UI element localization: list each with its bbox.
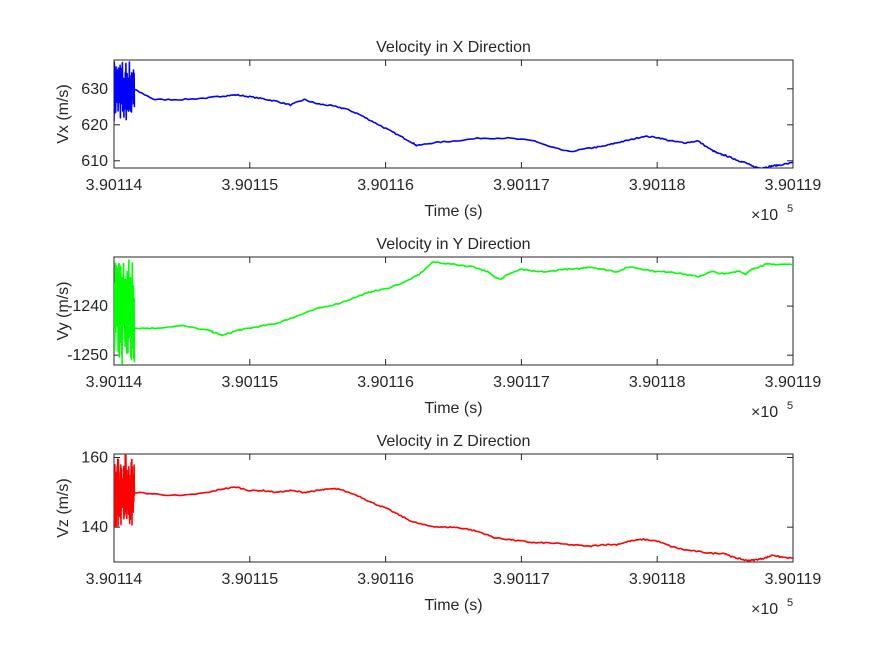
x-tick-label: 3.90117 <box>493 374 550 391</box>
series-line-vz <box>134 486 793 562</box>
y-tick-label: 140 <box>81 519 108 536</box>
x-exponent-base-vy: ×10 <box>751 404 778 421</box>
subplot-vy: Velocity in Y Direction 3.90114 3.90115 3.9… <box>55 236 821 421</box>
series-burst-vx <box>114 61 136 122</box>
y-tick-label: 610 <box>81 153 108 170</box>
series-burst-vy <box>114 259 136 365</box>
subplot-panels: Velocity in X Direction 3.90114 3.90115 3.9… <box>55 39 821 618</box>
chart-title-vz: Velocity in Z Direction <box>377 433 531 450</box>
x-exponent-vy: 5 <box>787 400 793 412</box>
subplot-vx: Velocity in X Direction 3.90114 3.90115 3.9… <box>55 39 821 224</box>
y-axis-label-vx: Vx (m/s) <box>55 84 72 144</box>
y-axis-label-vy: Vy (m/s) <box>55 282 72 341</box>
chart-title-vy: Velocity in Y Direction <box>376 236 530 253</box>
x-tick-label: 3.90115 <box>221 374 278 391</box>
x-tick-label: 3.90118 <box>629 177 686 194</box>
x-axis-label-vx: Time (s) <box>424 203 482 220</box>
x-tick-label: 3.90118 <box>629 571 686 588</box>
x-tick-label: 3.90114 <box>86 177 143 194</box>
x-tick-label: 3.90118 <box>629 374 686 391</box>
x-exponent-vz: 5 <box>787 597 793 609</box>
x-tick-label: 3.90116 <box>357 374 414 391</box>
x-tick-label: 3.90119 <box>765 374 822 391</box>
x-tick-label: 3.90117 <box>493 177 550 194</box>
y-axis-label-vz: Vz (m/s) <box>55 478 72 538</box>
x-exponent-base-vx: ×10 <box>751 207 778 224</box>
x-exponent-base-vz: ×10 <box>751 601 778 618</box>
x-tick-label: 3.90116 <box>357 571 414 588</box>
x-tick-label: 3.90119 <box>765 177 822 194</box>
series-burst-vz <box>114 454 136 528</box>
x-tick-label: 3.90115 <box>221 177 278 194</box>
subplot-vz: Velocity in Z Direction 3.90114 3.90115 3.9… <box>55 433 821 618</box>
x-tick-label: 3.90119 <box>765 571 822 588</box>
y-tick-label: 160 <box>81 449 108 466</box>
y-tick-label: -1250 <box>67 347 108 364</box>
y-tick-label: -1240 <box>67 298 108 315</box>
x-tick-label: 3.90117 <box>493 571 550 588</box>
x-tick-label: 3.90114 <box>86 374 143 391</box>
x-axis-label-vy: Time (s) <box>424 400 482 417</box>
series-line-vx <box>134 88 793 168</box>
x-tick-label: 3.90116 <box>357 177 414 194</box>
chart-title-vx: Velocity in X Direction <box>376 39 531 56</box>
y-tick-label: 630 <box>81 81 108 98</box>
y-tick-label: 620 <box>81 117 108 134</box>
x-tick-label: 3.90114 <box>86 571 143 588</box>
x-axis-label-vz: Time (s) <box>424 597 482 614</box>
x-tick-label: 3.90115 <box>221 571 278 588</box>
x-exponent-vx: 5 <box>787 203 793 215</box>
series-line-vy <box>134 261 793 337</box>
